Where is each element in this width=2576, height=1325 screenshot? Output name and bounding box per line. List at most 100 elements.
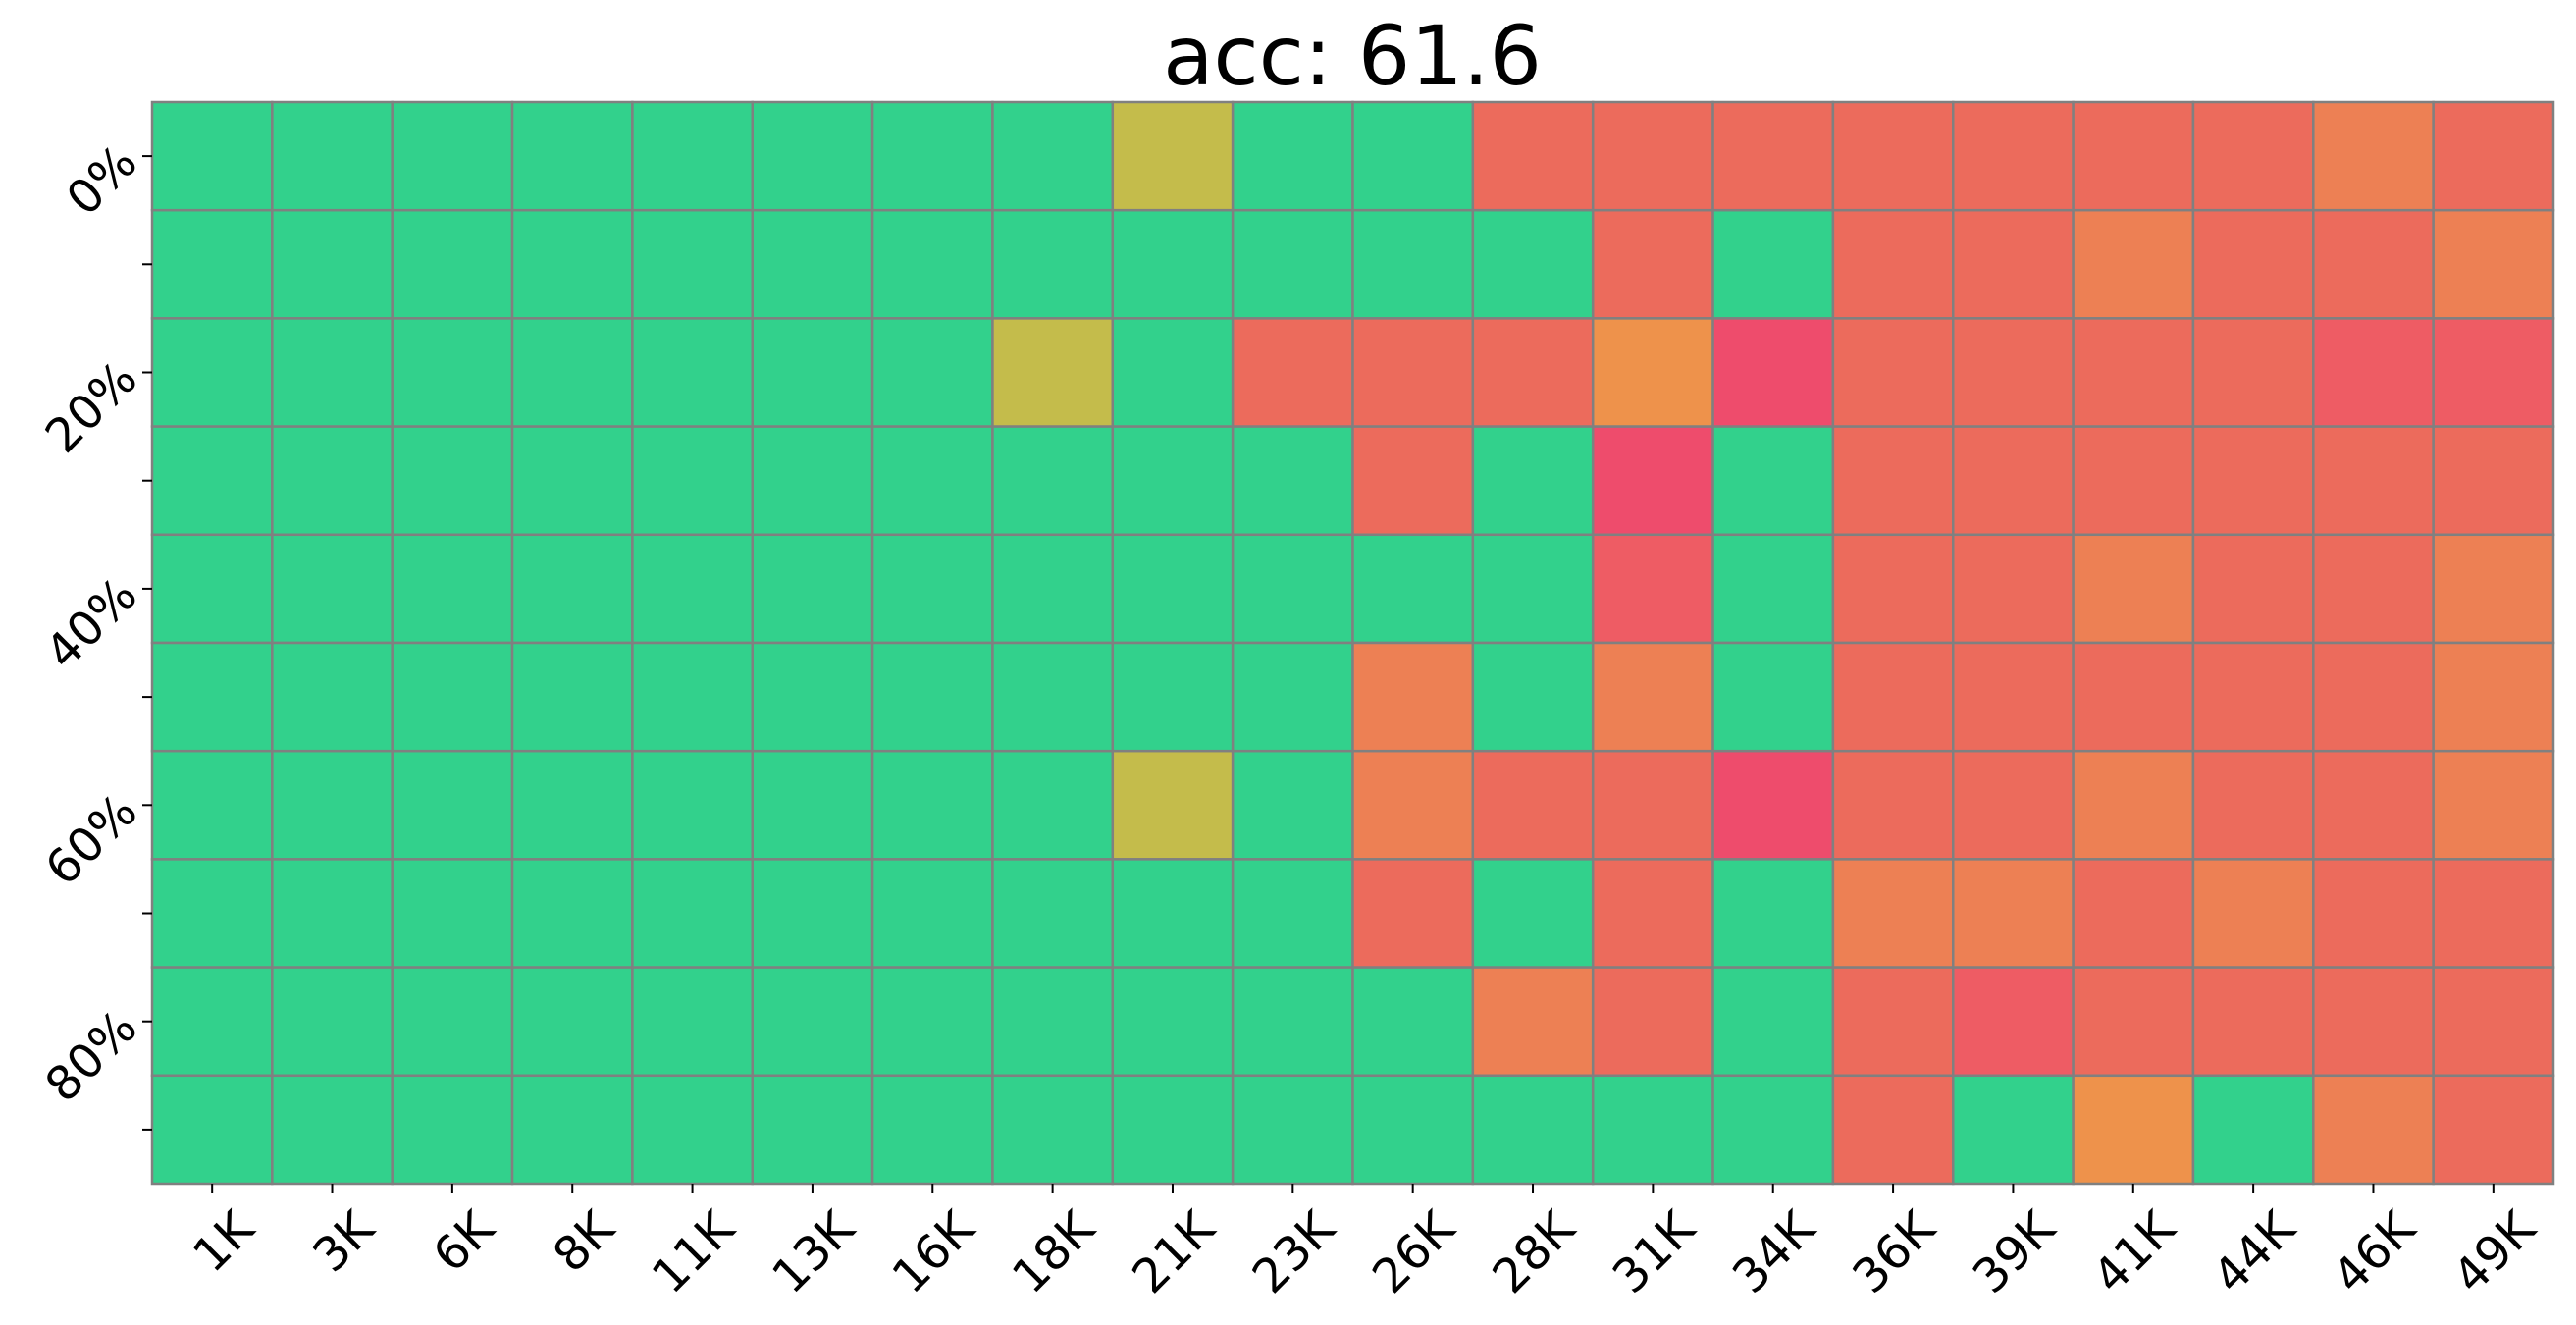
heatmap-cell bbox=[751, 208, 874, 320]
heatmap-cell bbox=[870, 966, 994, 1078]
heatmap-cell bbox=[1952, 100, 2075, 212]
heatmap-cell bbox=[1351, 966, 1475, 1078]
x-tick-label: 21K bbox=[1122, 1200, 1226, 1304]
heatmap-cell bbox=[1952, 1074, 2075, 1186]
x-tick-label: 3K bbox=[302, 1200, 386, 1284]
heatmap-cell bbox=[1471, 208, 1595, 320]
x-tick-label: 1K bbox=[183, 1200, 266, 1284]
heatmap-cell bbox=[1831, 1074, 1955, 1186]
heatmap-cell bbox=[870, 749, 994, 861]
x-tick-label: 16K bbox=[882, 1200, 986, 1304]
heatmap-cell bbox=[510, 533, 634, 645]
heatmap-cell bbox=[1351, 425, 1475, 537]
heatmap-cell bbox=[2312, 858, 2435, 969]
heatmap-cell bbox=[1591, 100, 1714, 212]
heatmap-cell bbox=[150, 425, 274, 537]
heatmap-cell bbox=[2072, 533, 2195, 645]
heatmap-cell bbox=[631, 425, 755, 537]
heatmap-cell bbox=[2072, 966, 2195, 1078]
heatmap-cell bbox=[2191, 208, 2315, 320]
heatmap-cell bbox=[1831, 749, 1955, 861]
heatmap-cell bbox=[1952, 208, 2075, 320]
heatmap-cell bbox=[150, 966, 274, 1078]
heatmap-cell bbox=[510, 858, 634, 969]
heatmap-cell bbox=[271, 208, 394, 320]
heatmap-cell bbox=[2312, 641, 2435, 753]
heatmap-cell bbox=[510, 641, 634, 753]
heatmap-cell bbox=[391, 966, 514, 1078]
heatmap-cell bbox=[510, 1074, 634, 1186]
heatmap-cell bbox=[1351, 100, 1475, 212]
heatmap-cell bbox=[1831, 641, 1955, 753]
heatmap-cell bbox=[2191, 641, 2315, 753]
x-tick-label: 13K bbox=[762, 1200, 866, 1304]
y-tick-label: 20% bbox=[35, 351, 148, 464]
heatmap-cell bbox=[150, 1074, 274, 1186]
heatmap-cell bbox=[1471, 533, 1595, 645]
heatmap-cell bbox=[631, 208, 755, 320]
heatmap-cell bbox=[1831, 858, 1955, 969]
heatmap-cell bbox=[2072, 208, 2195, 320]
heatmap-cell bbox=[1231, 749, 1354, 861]
heatmap-cell bbox=[991, 641, 1115, 753]
y-tick-label: 60% bbox=[35, 783, 148, 896]
heatmap-cell bbox=[1591, 858, 1714, 969]
heatmap-cell bbox=[1831, 100, 1955, 212]
heatmap-cell bbox=[1111, 966, 1235, 1078]
heatmap-cell bbox=[1591, 1074, 1714, 1186]
x-tick-label: 8K bbox=[543, 1200, 626, 1284]
heatmap-cell bbox=[631, 100, 755, 212]
heatmap-cell bbox=[870, 533, 994, 645]
heatmap-cell bbox=[150, 641, 274, 753]
heatmap-cell bbox=[2432, 641, 2555, 753]
heatmap-cell bbox=[1351, 749, 1475, 861]
heatmap-cell bbox=[870, 641, 994, 753]
x-tick-label: 6K bbox=[423, 1200, 506, 1284]
heatmap-cell bbox=[1111, 641, 1235, 753]
heatmap-cell bbox=[2432, 317, 2555, 428]
heatmap-cell bbox=[2072, 317, 2195, 428]
heatmap-cell bbox=[751, 641, 874, 753]
heatmap-cell bbox=[631, 317, 755, 428]
heatmap-cell bbox=[751, 858, 874, 969]
heatmap-cell bbox=[2432, 1074, 2555, 1186]
heatmap-cell bbox=[870, 100, 994, 212]
heatmap-cell bbox=[1471, 425, 1595, 537]
heatmap-cell bbox=[1231, 425, 1354, 537]
heatmap-cell bbox=[2191, 317, 2315, 428]
heatmap-cell bbox=[991, 749, 1115, 861]
heatmap-cell bbox=[1831, 317, 1955, 428]
heatmap-cell bbox=[1351, 1074, 1475, 1186]
heatmap-cell bbox=[1711, 208, 1835, 320]
heatmap-cell bbox=[1111, 317, 1235, 428]
heatmap-cell bbox=[1471, 317, 1595, 428]
heatmap-cell bbox=[2432, 533, 2555, 645]
heatmap-cell bbox=[1831, 533, 1955, 645]
heatmap-cell bbox=[1231, 208, 1354, 320]
heatmap-cell bbox=[271, 425, 394, 537]
heatmap-cell bbox=[1111, 1074, 1235, 1186]
heatmap-cell bbox=[2072, 749, 2195, 861]
heatmap-cell bbox=[2191, 100, 2315, 212]
heatmap-cell bbox=[271, 100, 394, 212]
heatmap-cell bbox=[391, 858, 514, 969]
heatmap-cell bbox=[991, 858, 1115, 969]
heatmap-cell bbox=[1952, 858, 2075, 969]
heatmap-cell bbox=[271, 533, 394, 645]
heatmap-cell bbox=[510, 100, 634, 212]
heatmap-cell bbox=[1711, 533, 1835, 645]
heatmap-cell bbox=[1351, 533, 1475, 645]
heatmap-cell bbox=[870, 317, 994, 428]
heatmap-cell bbox=[1711, 425, 1835, 537]
heatmap-cell bbox=[870, 1074, 994, 1186]
heatmap-cell bbox=[1952, 317, 2075, 428]
heatmap-cell bbox=[2312, 208, 2435, 320]
x-tick-label: 11K bbox=[642, 1200, 746, 1304]
heatmap-cell bbox=[1111, 208, 1235, 320]
x-tick-label: 18K bbox=[1002, 1200, 1106, 1304]
x-axis: 1K 3K 6K 8K 11K 13K 16K 18K 21K 23K 26K 28K 31K 34K 36… bbox=[183, 1184, 2547, 1304]
heatmap-cell bbox=[150, 317, 274, 428]
heatmap-cell bbox=[751, 533, 874, 645]
heatmap-cell bbox=[1831, 425, 1955, 537]
x-tick-label: 36K bbox=[1842, 1200, 1946, 1304]
